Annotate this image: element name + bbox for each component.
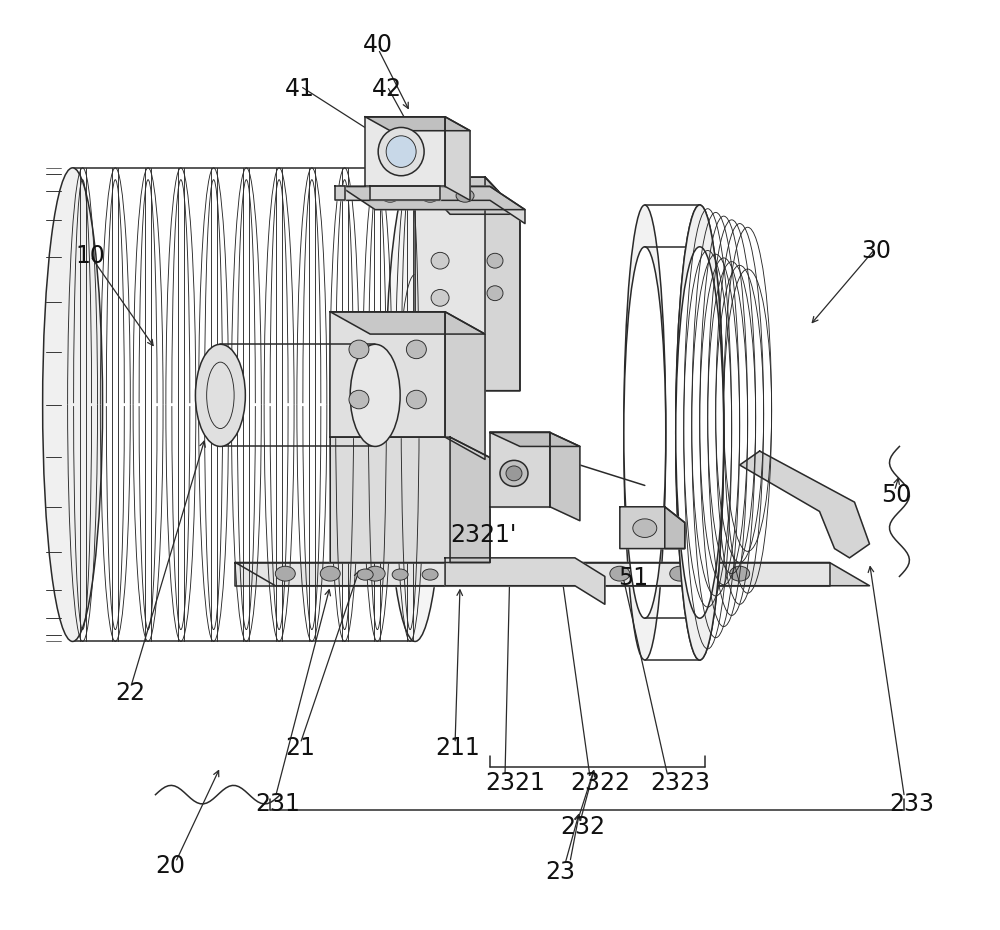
Polygon shape	[235, 563, 869, 586]
Ellipse shape	[378, 127, 424, 176]
Polygon shape	[445, 117, 470, 200]
Ellipse shape	[422, 569, 438, 580]
Text: 20: 20	[155, 854, 185, 878]
Text: 50: 50	[881, 483, 912, 507]
Polygon shape	[415, 177, 520, 391]
Ellipse shape	[676, 246, 724, 618]
Polygon shape	[665, 507, 685, 549]
Ellipse shape	[487, 253, 503, 268]
Polygon shape	[330, 437, 490, 563]
Text: 30: 30	[861, 239, 891, 263]
Ellipse shape	[624, 246, 666, 618]
Polygon shape	[450, 437, 490, 563]
Polygon shape	[445, 312, 485, 459]
Text: 231: 231	[255, 792, 300, 816]
Text: 2321: 2321	[485, 771, 545, 794]
Text: 42: 42	[372, 77, 402, 101]
Polygon shape	[740, 451, 869, 558]
Ellipse shape	[357, 569, 373, 580]
Ellipse shape	[506, 466, 522, 481]
Polygon shape	[330, 312, 485, 334]
Ellipse shape	[610, 566, 630, 581]
Ellipse shape	[392, 569, 408, 580]
Text: 23: 23	[545, 859, 575, 884]
Polygon shape	[490, 432, 550, 507]
Ellipse shape	[670, 566, 690, 581]
Text: 2323: 2323	[650, 771, 710, 794]
Polygon shape	[365, 117, 445, 186]
Ellipse shape	[365, 566, 385, 581]
Ellipse shape	[385, 167, 445, 642]
Polygon shape	[235, 563, 830, 586]
Polygon shape	[490, 432, 580, 446]
Ellipse shape	[386, 136, 416, 167]
Text: 51: 51	[618, 566, 648, 591]
Ellipse shape	[676, 246, 724, 618]
Text: 10: 10	[76, 244, 105, 268]
Text: 233: 233	[889, 792, 934, 816]
Polygon shape	[340, 186, 525, 223]
Polygon shape	[330, 312, 445, 437]
Polygon shape	[550, 432, 580, 521]
Ellipse shape	[431, 252, 449, 269]
Ellipse shape	[487, 286, 503, 300]
Text: 2321': 2321'	[450, 523, 516, 547]
Text: 2322: 2322	[570, 771, 630, 794]
Ellipse shape	[676, 205, 724, 660]
Ellipse shape	[730, 566, 750, 581]
Ellipse shape	[349, 391, 369, 409]
Ellipse shape	[406, 391, 426, 409]
Text: 232: 232	[560, 816, 605, 839]
Ellipse shape	[381, 189, 399, 202]
Ellipse shape	[421, 189, 439, 202]
Text: 22: 22	[116, 681, 146, 705]
Text: 41: 41	[285, 77, 315, 101]
Polygon shape	[340, 186, 525, 209]
Polygon shape	[335, 186, 345, 200]
Ellipse shape	[43, 167, 103, 642]
Polygon shape	[365, 117, 470, 131]
Ellipse shape	[320, 566, 340, 581]
Ellipse shape	[195, 344, 245, 446]
Ellipse shape	[275, 566, 295, 581]
Ellipse shape	[624, 205, 666, 660]
Text: 40: 40	[363, 33, 393, 58]
Text: 211: 211	[435, 737, 480, 760]
Polygon shape	[485, 177, 520, 391]
Polygon shape	[620, 507, 685, 549]
Polygon shape	[445, 558, 605, 604]
Text: 21: 21	[285, 737, 315, 760]
Ellipse shape	[676, 205, 724, 660]
Polygon shape	[370, 186, 440, 200]
Ellipse shape	[431, 289, 449, 306]
Ellipse shape	[500, 460, 528, 486]
Ellipse shape	[350, 344, 400, 446]
Ellipse shape	[633, 519, 657, 538]
Ellipse shape	[456, 189, 474, 202]
Polygon shape	[415, 177, 520, 214]
Ellipse shape	[349, 340, 369, 359]
Ellipse shape	[406, 340, 426, 359]
